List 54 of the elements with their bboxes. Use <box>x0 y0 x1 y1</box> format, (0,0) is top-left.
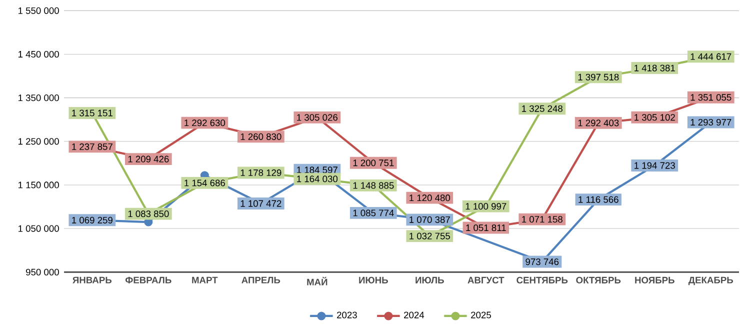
x-tick-label: ЯНВАРЬ <box>72 277 112 284</box>
x-tick-label: МАРТ <box>192 277 218 284</box>
x-tick-label: ДЕКАБРЬ <box>688 277 734 286</box>
data-label: 1 194 723 <box>634 162 675 169</box>
y-tick-label: 1 150 000 <box>18 182 59 188</box>
data-label: 1 148 885 <box>353 182 394 189</box>
data-label: 1 260 830 <box>240 134 282 140</box>
x-tick-label: ИЮЛЬ <box>416 277 444 284</box>
x-tick-label: МАЙ <box>307 277 328 286</box>
legend-label: 2025 <box>471 312 491 319</box>
data-label: 1 116 566 <box>578 196 618 204</box>
data-label: 1 397 518 <box>578 74 619 81</box>
y-tick-label: 1 050 000 <box>18 225 59 232</box>
data-label: 1 069 259 <box>72 217 112 224</box>
legend-label: 2024 <box>404 312 424 319</box>
y-tick-label: 1 250 000 <box>18 138 59 145</box>
x-tick-label: АВГУСТ <box>468 277 504 284</box>
data-label: 1 083 850 <box>128 210 169 218</box>
data-label: 1 120 480 <box>410 194 450 202</box>
y-tick-label: 950 000 <box>26 269 59 276</box>
x-tick-label: ОКТЯБРЬ <box>576 277 621 284</box>
data-label: 1 200 751 <box>353 160 394 166</box>
data-label: 1 305 026 <box>297 114 338 121</box>
data-label: 1 444 617 <box>690 54 732 60</box>
data-label: 1 293 977 <box>690 119 732 126</box>
x-tick-label: СЕНТЯБРЬ <box>516 277 568 284</box>
data-label: 1 351 055 <box>690 94 732 101</box>
data-label: 1 325 248 <box>522 106 562 112</box>
data-label: 1 315 151 <box>72 110 112 117</box>
data-label: 1 071 158 <box>522 216 562 223</box>
x-tick-label: ИЮНЬ <box>359 277 388 284</box>
data-label: 1 164 030 <box>297 176 338 182</box>
data-label: 1 032 755 <box>410 232 450 240</box>
x-tick-label: АПРЕЛЬ <box>242 277 280 284</box>
x-tick-label: ФЕВРАЛЬ <box>125 277 172 284</box>
data-label: 1 209 426 <box>128 156 169 163</box>
data-label: 1 154 686 <box>184 180 225 186</box>
y-tick-label: 1 450 000 <box>18 51 59 58</box>
data-label: 1 292 403 <box>578 120 619 126</box>
data-label: 1 100 997 <box>466 203 506 210</box>
data-label: 1 305 102 <box>634 114 675 121</box>
legend-label: 2023 <box>337 312 357 319</box>
data-label: 1 051 811 <box>466 224 506 232</box>
data-label: 1 237 857 <box>72 144 112 150</box>
x-tick-label: НОЯБРЬ <box>635 277 674 284</box>
data-label: 1 178 129 <box>240 170 282 176</box>
data-label: 1 070 387 <box>410 216 450 224</box>
y-tick-label: 1 350 000 <box>18 94 59 102</box>
data-label: 1 292 630 <box>184 120 226 126</box>
data-label: 1 107 472 <box>240 200 282 208</box>
data-label: 1 085 774 <box>353 210 394 216</box>
y-tick-label: 1 550 000 <box>18 8 59 14</box>
data-label: 1 418 381 <box>634 64 675 72</box>
data-label: 1 184 597 <box>297 166 338 174</box>
